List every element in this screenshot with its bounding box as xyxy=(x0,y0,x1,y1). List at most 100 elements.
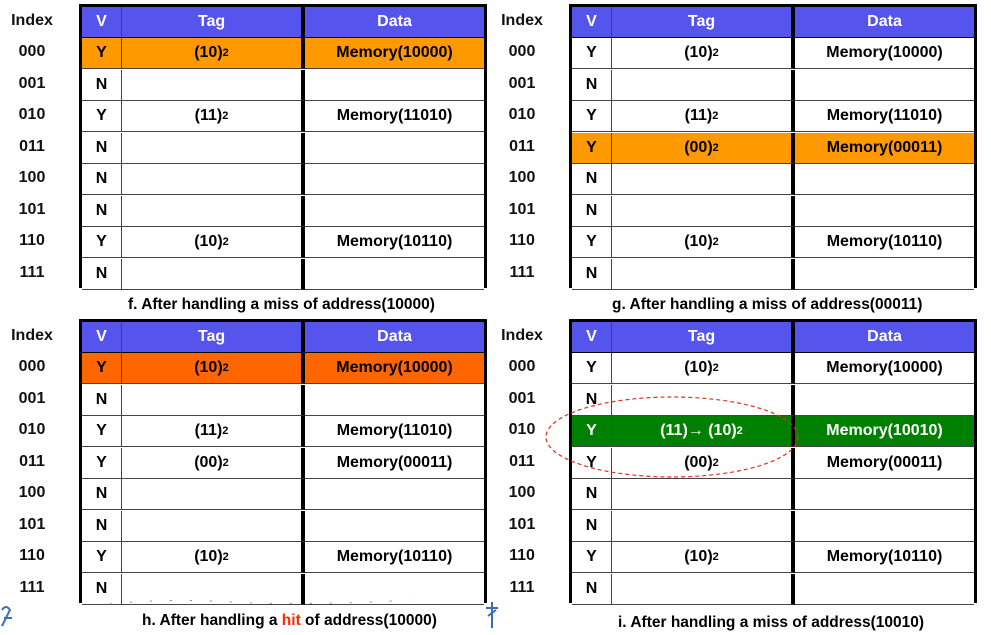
v-column-header: V xyxy=(572,322,612,353)
tag-base-subscript: 2 xyxy=(712,362,719,374)
table-row: Y (11)→ (10) 2 Memory(10010) xyxy=(572,416,974,447)
index-label-011: 011 xyxy=(19,137,45,155)
valid-bit-cell: N xyxy=(82,195,122,227)
index-label-011: 011 xyxy=(509,452,535,470)
index-header: Index xyxy=(11,12,53,29)
table-row: Y (11) 2 Memory(11010) xyxy=(82,101,484,132)
index-label-001: 001 xyxy=(18,389,46,407)
valid-bit-cell: Y xyxy=(82,353,122,384)
table-row: N xyxy=(572,258,974,290)
valid-bit-cell: N xyxy=(82,132,122,164)
table-row: N xyxy=(82,195,484,227)
caption-text: h. After handling a xyxy=(142,612,282,629)
valid-bit-cell: Y xyxy=(82,101,122,132)
tag-column-header: Tag xyxy=(612,7,795,38)
tag-value: (11) xyxy=(194,107,223,124)
tag-base-subscript: 2 xyxy=(222,236,229,248)
tag-cell: (10) 2 xyxy=(122,353,305,384)
data-cell: Memory(00011) xyxy=(795,447,974,479)
table-row: N xyxy=(572,573,974,605)
index-label-010: 010 xyxy=(18,421,46,438)
valid-bit-cell: Y xyxy=(572,353,612,384)
data-cell xyxy=(305,164,484,195)
tag-base-subscript: 2 xyxy=(712,456,719,469)
tag-cell xyxy=(612,479,795,510)
index-label-101: 101 xyxy=(508,200,536,218)
index-label-010: 010 xyxy=(508,106,536,123)
tag-cell: (10) 2 xyxy=(122,542,305,573)
tag-base-subscript: 2 xyxy=(222,551,229,563)
valid-bit-cell: N xyxy=(572,510,612,542)
index-label-111: 111 xyxy=(19,263,45,281)
panel-caption: h. After handling a hit of address(10000… xyxy=(142,612,437,630)
tag-cell xyxy=(122,479,305,510)
index-label-111: 111 xyxy=(19,578,45,596)
tag-cell: (11) 2 xyxy=(122,416,305,447)
valid-bit-cell: N xyxy=(82,258,122,290)
tag-cell xyxy=(612,164,795,195)
panel-caption: f. After handling a miss of address(1000… xyxy=(128,296,435,313)
index-label-100: 100 xyxy=(18,484,46,501)
data-cell xyxy=(795,479,974,510)
cache-panel-i: Index 000 001 010 011 100 101 110 111 V Tag Data Y (1… xyxy=(490,315,985,631)
cache-table: V Tag Data Y (10) 2 Memory(10000) N Y (11) 2 Memory… xyxy=(569,4,977,290)
table-row: N xyxy=(82,573,484,605)
index-label-000: 000 xyxy=(18,43,46,60)
valid-bit-cell: Y xyxy=(572,447,612,479)
cache-panel-f: Index 000 001 010 011 100 101 110 111 V Tag Data Y (1… xyxy=(0,0,495,315)
index-label-100: 100 xyxy=(508,169,536,186)
data-cell xyxy=(305,195,484,227)
table-row: N xyxy=(82,510,484,542)
table-row: Y (10) 2 Memory(10000) xyxy=(572,38,974,69)
valid-bit-cell: N xyxy=(572,479,612,510)
table-row: N xyxy=(572,384,974,416)
data-cell: Memory(11010) xyxy=(305,101,484,132)
data-cell xyxy=(795,195,974,227)
data-cell xyxy=(305,258,484,290)
valid-bit-cell: Y xyxy=(82,416,122,447)
tag-value: (10) xyxy=(194,233,223,250)
tag-cell xyxy=(122,510,305,542)
data-cell xyxy=(795,384,974,416)
tag-cell xyxy=(612,384,795,416)
tag-base-subscript: 2 xyxy=(222,362,229,374)
cache-table: V Tag Data Y (10) 2 Memory(10000) N Y (11) 2 Memory… xyxy=(79,4,487,290)
valid-bit-cell: Y xyxy=(572,101,612,132)
tag-cell xyxy=(122,132,305,164)
cache-panel-h: Index 000 001 010 011 100 101 110 111 V Tag Data Y (1… xyxy=(0,315,495,630)
index-label-010: 010 xyxy=(18,106,46,123)
tag-cell: (00) 2 xyxy=(122,447,305,479)
table-row: N xyxy=(572,479,974,510)
data-cell xyxy=(305,510,484,542)
valid-bit-cell: Y xyxy=(82,227,122,258)
valid-bit-cell: Y xyxy=(572,416,612,447)
tag-value: (10) xyxy=(684,233,713,250)
index-label-100: 100 xyxy=(18,169,46,186)
valid-bit-cell: Y xyxy=(572,227,612,258)
panel-caption: g. After handling a miss of address(0001… xyxy=(612,296,923,313)
table-row: N xyxy=(82,384,484,416)
table-row: Y (10) 2 Memory(10000) xyxy=(82,38,484,69)
index-label-110: 110 xyxy=(19,547,45,564)
cache-table: V Tag Data Y (10) 2 Memory(10000) N Y (11) 2 Memory… xyxy=(79,319,487,605)
tag-value: (10) xyxy=(684,359,713,376)
table-header-row: V Tag Data xyxy=(82,7,484,38)
index-header: Index xyxy=(501,327,543,344)
table-row: N xyxy=(82,258,484,290)
data-cell: Memory(11010) xyxy=(305,416,484,447)
data-cell: Memory(00011) xyxy=(795,132,974,164)
index-label-110: 110 xyxy=(509,232,535,249)
tag-base-subscript: 2 xyxy=(222,110,229,122)
valid-bit-cell: Y xyxy=(82,447,122,479)
table-row: Y (10) 2 Memory(10110) xyxy=(572,542,974,573)
table-row: Y (10) 2 Memory(10110) xyxy=(82,542,484,573)
data-cell xyxy=(795,164,974,195)
valid-bit-cell: N xyxy=(572,384,612,416)
table-row: Y (00) 2 Memory(00011) xyxy=(572,447,974,479)
cache-table: V Tag Data Y (10) 2 Memory(10000) N Y (11)→ (10) 2… xyxy=(569,319,977,605)
index-label-100: 100 xyxy=(508,484,536,501)
valid-bit-cell: N xyxy=(572,573,612,605)
tag-value: (00) xyxy=(684,453,713,471)
tag-base-subscript: 2 xyxy=(736,425,743,437)
tag-value: (10) xyxy=(684,548,713,565)
